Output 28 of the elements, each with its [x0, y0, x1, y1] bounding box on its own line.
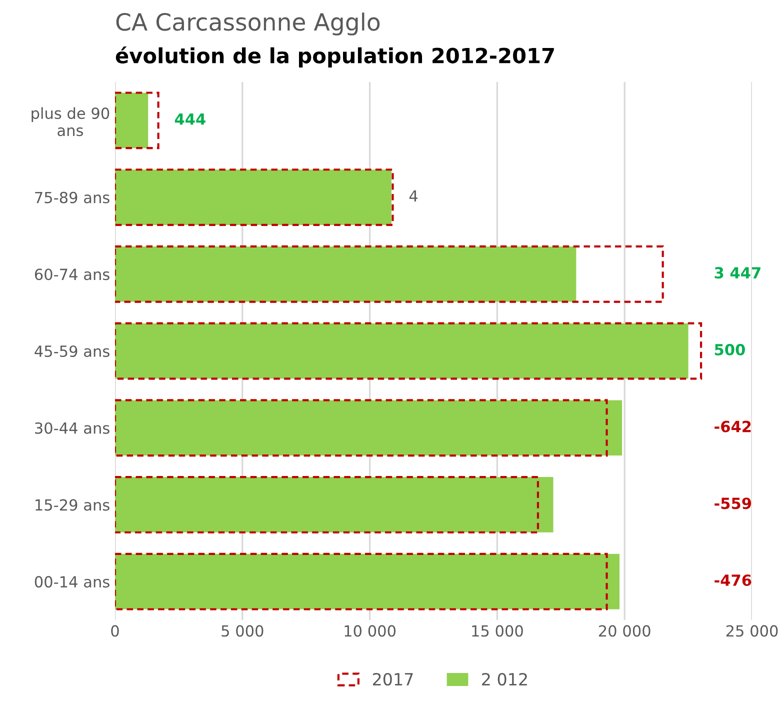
- annotation: -559: [714, 498, 752, 510]
- y-tick-label: plus de 90 ans: [32, 107, 110, 136]
- bar: [115, 92, 160, 150]
- y-tick-label: 75-89 ans: [35, 192, 110, 204]
- chart-title: CA Carcassonne Agglo: [116, 12, 380, 36]
- annotation: -642: [714, 420, 751, 432]
- x-tick-label: 5 000: [222, 625, 264, 637]
- x-tick-label: 20 000: [598, 625, 650, 637]
- y-tick-label: 00-14 ans: [34, 576, 110, 588]
- y-tick-label: 60-74 ans: [34, 268, 110, 280]
- y-tick-label: 30-44 ans: [35, 422, 110, 434]
- annotation: 444: [174, 114, 206, 125]
- annotation: 4: [409, 190, 418, 202]
- annotation: 3 447: [714, 267, 760, 279]
- x-tick-label: 25 000: [726, 625, 778, 637]
- annotation: -476: [714, 574, 752, 586]
- legend-label: 2 012: [482, 672, 527, 686]
- chart-subtitle: évolution de la population 2012-2017: [116, 46, 554, 68]
- bar: [115, 245, 664, 303]
- y-tick-label: 45-59 ans: [34, 345, 110, 358]
- x-tick-label: 10 000: [344, 625, 396, 637]
- bar: [115, 92, 148, 148]
- bar: [115, 246, 576, 302]
- y-tick-label: 15-29 ans: [36, 499, 110, 511]
- annotation: 500: [714, 344, 745, 356]
- x-tick-label: 0: [111, 625, 119, 637]
- legend-label: 2017: [372, 672, 413, 686]
- x-tick-label: 15 000: [472, 625, 523, 637]
